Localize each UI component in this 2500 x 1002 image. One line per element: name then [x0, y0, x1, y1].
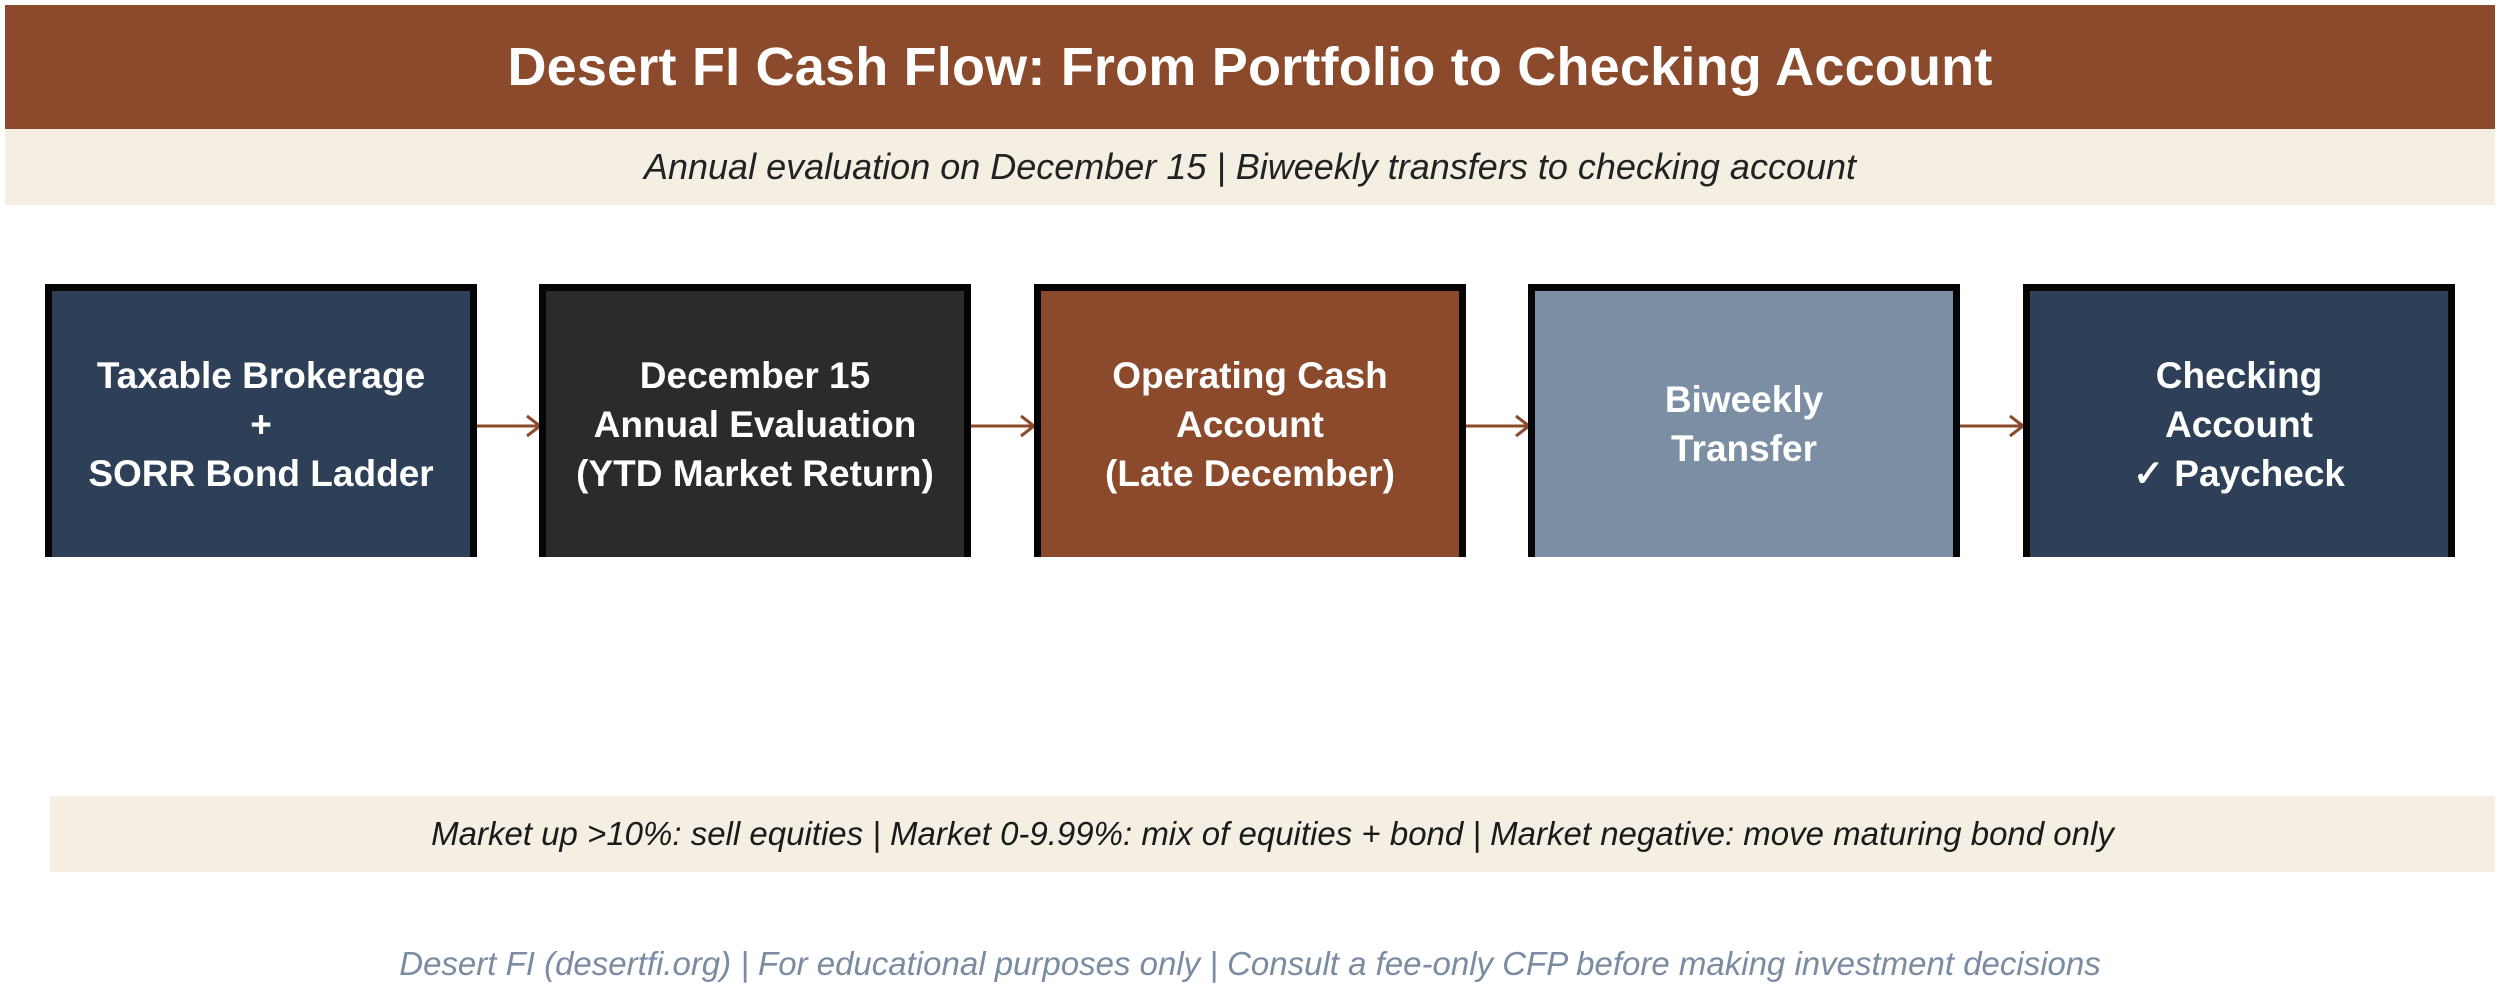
flow-step-label: Taxable Brokerage + SORR Bond Ladder: [88, 354, 434, 494]
flow-step-checking-account: Checking Account ✓ Paycheck: [2023, 284, 2455, 557]
page-title: Desert FI Cash Flow: From Portfolio to C…: [507, 37, 1993, 97]
evaluation-rules-banner: Market up >10%: sell equities | Market 0…: [50, 796, 2495, 872]
flow-step-label: Biweekly Transfer: [1664, 379, 1824, 469]
flow-step-biweekly-transfer: Biweekly Transfer: [1528, 284, 1960, 557]
title-banner: Desert FI Cash Flow: From Portfolio to C…: [5, 5, 2495, 129]
flow-step-taxable-brokerage: Taxable Brokerage + SORR Bond Ladder: [45, 284, 477, 557]
arrow-right-icon: [971, 414, 1037, 438]
flow-step-operating-cash: Operating Cash Account (Late December): [1034, 284, 1466, 557]
evaluation-rules-text: Market up >10%: sell equities | Market 0…: [431, 815, 2114, 852]
flow-step-label: Operating Cash Account (Late December): [1105, 354, 1395, 494]
flow-step-label: Checking Account ✓ Paycheck: [2132, 354, 2346, 494]
page-subtitle: Annual evaluation on December 15 | Biwee…: [643, 146, 1857, 187]
arrow-right-icon: [477, 414, 543, 438]
arrow-right-icon: [1466, 414, 1532, 438]
subtitle-banner: Annual evaluation on December 15 | Biwee…: [5, 129, 2495, 205]
flow-step-annual-evaluation: December 15 Annual Evaluation (YTD Marke…: [539, 284, 971, 557]
flow-step-label: December 15 Annual Evaluation (YTD Marke…: [576, 354, 934, 494]
footer-disclaimer: Desert FI (desertfi.org) | For education…: [399, 945, 2101, 982]
arrow-right-icon: [1960, 414, 2026, 438]
